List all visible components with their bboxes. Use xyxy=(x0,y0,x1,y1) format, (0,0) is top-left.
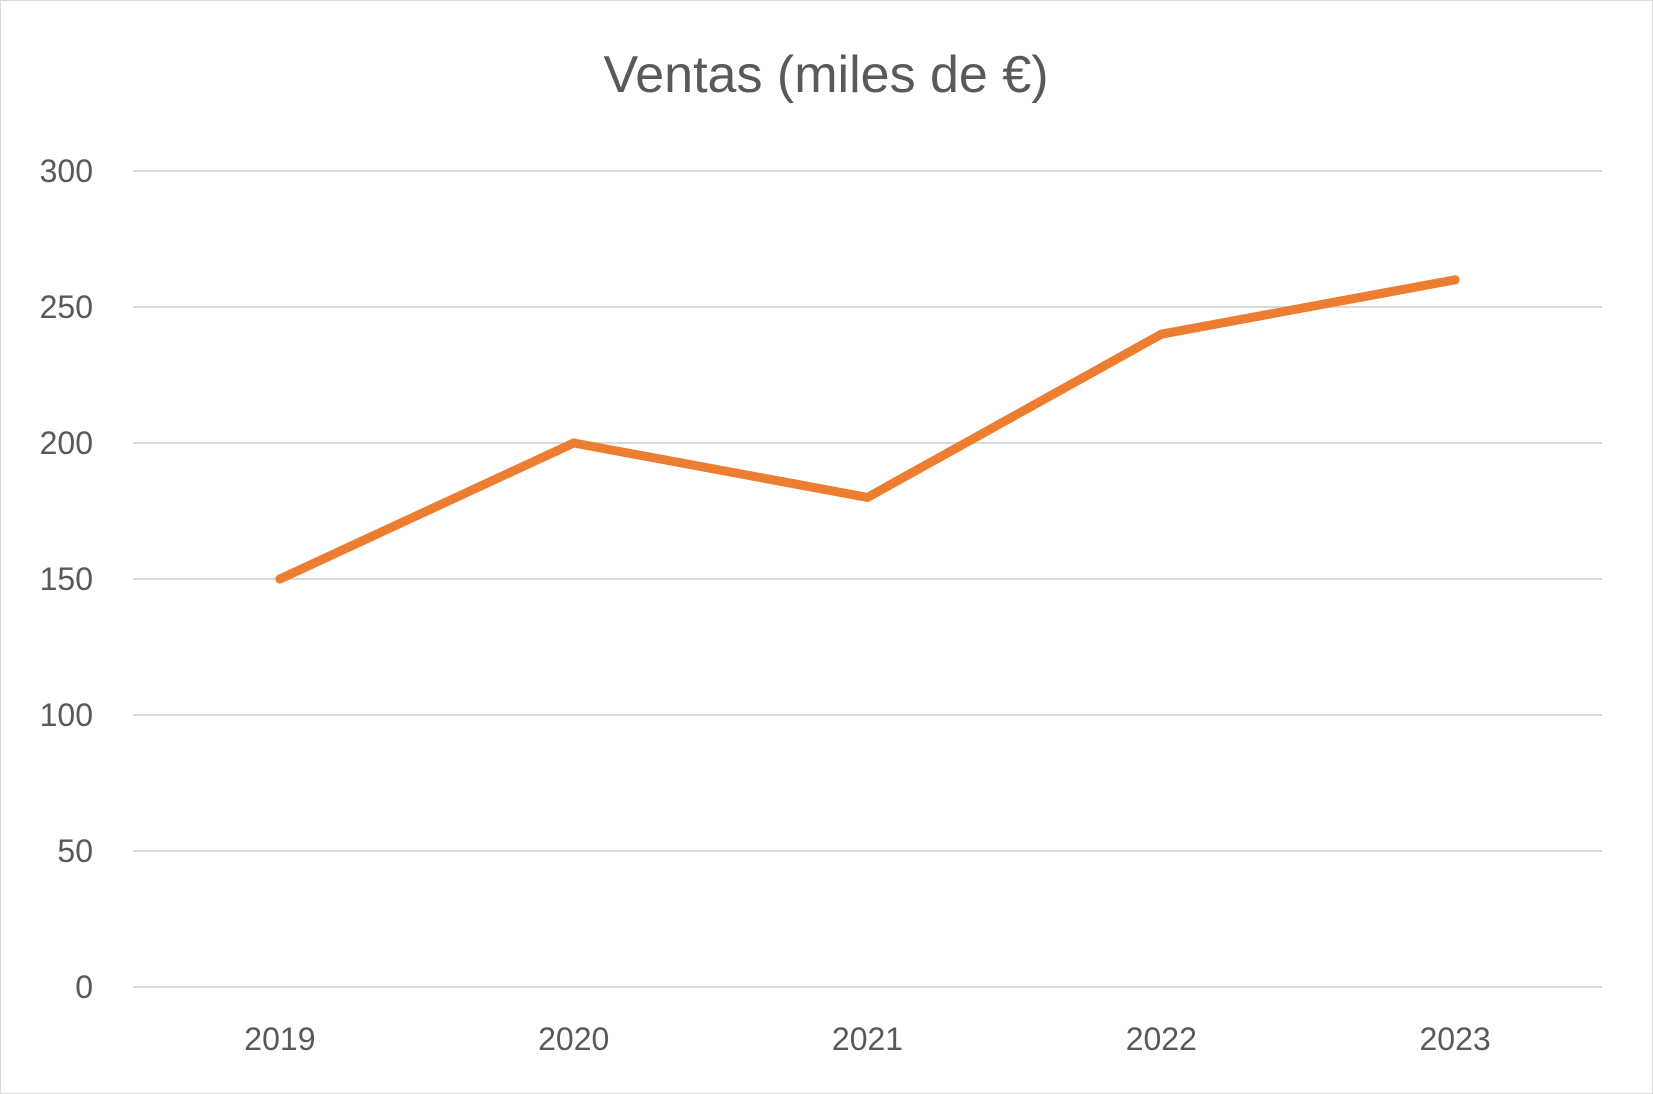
y-tick-label: 50 xyxy=(57,833,93,869)
data-point xyxy=(1450,275,1460,285)
gridlines xyxy=(133,170,1602,988)
y-tick-label: 0 xyxy=(75,969,93,1005)
data-point xyxy=(275,574,285,584)
chart-title: Ventas (miles de €) xyxy=(603,46,1048,104)
series-line xyxy=(275,275,1460,584)
y-tick-label: 250 xyxy=(40,289,93,325)
y-axis-ticks: 0 50 100 150 200 250 300 xyxy=(40,153,93,1005)
x-tick-label: 2023 xyxy=(1420,1021,1491,1057)
x-tick-label: 2019 xyxy=(244,1021,315,1057)
x-tick-label: 2020 xyxy=(538,1021,609,1057)
data-point xyxy=(863,492,872,502)
x-axis-ticks: 2019 2020 2021 2022 2023 xyxy=(244,1021,1490,1057)
data-point xyxy=(1156,329,1166,339)
x-tick-label: 2022 xyxy=(1126,1021,1197,1057)
y-tick-label: 100 xyxy=(40,697,93,733)
y-tick-label: 300 xyxy=(40,153,93,189)
y-tick-label: 150 xyxy=(40,561,93,597)
series-group xyxy=(275,275,1460,584)
x-tick-label: 2021 xyxy=(832,1021,903,1057)
data-point xyxy=(569,438,579,448)
y-tick-label: 200 xyxy=(40,425,93,461)
